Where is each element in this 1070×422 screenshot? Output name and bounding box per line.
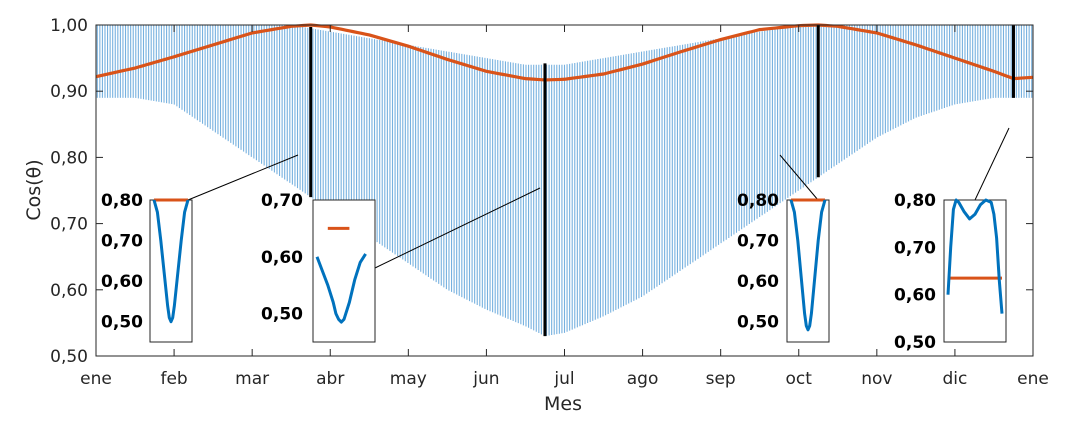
inset-tick-label: 0,80 bbox=[894, 191, 936, 211]
y-tick-label: 0,50 bbox=[50, 347, 88, 367]
x-axis: ene feb mar abr may jun jul ago sep oct nov dic ene bbox=[80, 25, 1049, 389]
inset-tick-label: 0,50 bbox=[261, 305, 303, 325]
inset-curve bbox=[789, 199, 827, 332]
inset-tick-label: 0,50 bbox=[101, 313, 143, 333]
inset-tick-label: 0,60 bbox=[894, 286, 936, 306]
inset-tick-label: 0,60 bbox=[261, 248, 303, 268]
insets: 0,80 0,70 0,60 0,50 0,70 0,60 0,50 0,80 0,70 0,60… bbox=[101, 191, 1007, 353]
x-tick-label: may bbox=[390, 369, 427, 389]
inset-tick-label: 0,70 bbox=[737, 232, 779, 252]
inset-connector bbox=[187, 154, 299, 201]
x-tick-label: mar bbox=[235, 369, 269, 389]
y-tick-label: 0,80 bbox=[50, 148, 88, 168]
y-tick-label: 0,90 bbox=[50, 82, 88, 102]
y-tick-label: 0,70 bbox=[50, 215, 88, 235]
inset-panel: 0,70 0,60 0,50 bbox=[261, 191, 376, 343]
y-axis-label: Cos(θ) bbox=[23, 159, 45, 220]
y-axis: 1,00 0,90 0,80 0,70 0,60 0,50 bbox=[50, 16, 1033, 367]
y-tick-label: 0,60 bbox=[50, 281, 88, 301]
inset-tick-label: 0,60 bbox=[737, 272, 779, 292]
inset-tick-label: 0,70 bbox=[101, 232, 143, 252]
inset-connector bbox=[974, 127, 1010, 201]
inset-panel: 0,80 0,70 0,60 0,50 bbox=[101, 191, 193, 343]
inset-frame bbox=[786, 199, 830, 343]
x-tick-label: ene bbox=[1017, 369, 1049, 389]
inset-tick-label: 0,70 bbox=[261, 191, 303, 211]
inset-connector bbox=[779, 154, 819, 201]
x-tick-label: abr bbox=[316, 369, 344, 389]
x-axis-label: Mes bbox=[544, 393, 582, 415]
inset-tick-label: 0,70 bbox=[894, 238, 936, 258]
inset-connector bbox=[374, 187, 541, 269]
x-tick-label: ene bbox=[80, 369, 112, 389]
inset-curve bbox=[152, 199, 190, 324]
inset-connectors bbox=[187, 127, 1010, 269]
x-tick-label: sep bbox=[706, 369, 736, 389]
x-tick-label: nov bbox=[861, 369, 892, 389]
x-tick-label: jul bbox=[553, 369, 574, 389]
inset-tick-label: 0,50 bbox=[737, 313, 779, 333]
inset-panel: 0,80 0,70 0,60 0,50 bbox=[894, 191, 1007, 353]
y-tick-label: 1,00 bbox=[50, 16, 88, 36]
x-tick-label: dic bbox=[942, 369, 967, 389]
daily-max-series bbox=[95, 23, 1034, 82]
x-tick-label: feb bbox=[160, 369, 187, 389]
inset-curve bbox=[315, 253, 367, 324]
x-tick-label: oct bbox=[786, 369, 813, 389]
inset-tick-label: 0,60 bbox=[101, 272, 143, 292]
date-markers bbox=[309, 25, 1015, 337]
inset-tick-label: 0,80 bbox=[101, 191, 143, 211]
x-tick-label: jun bbox=[472, 369, 499, 389]
max-line bbox=[95, 23, 1034, 82]
inset-panel: 0,80 0,70 0,60 0,50 bbox=[737, 191, 830, 343]
inset-curve bbox=[946, 198, 1004, 314]
inset-tick-label: 0,50 bbox=[894, 333, 936, 353]
inset-tick-label: 0,80 bbox=[737, 191, 779, 211]
x-tick-label: ago bbox=[627, 369, 659, 389]
